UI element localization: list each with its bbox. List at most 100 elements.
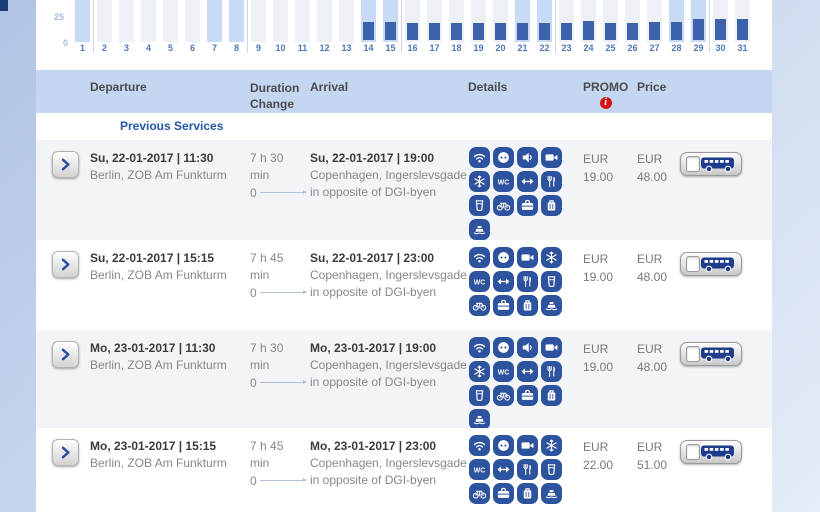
calendar-day-bar-7[interactable]: [207, 0, 222, 42]
bus-icon: [700, 156, 736, 173]
calendar-day-bar-17[interactable]: [427, 0, 442, 42]
calendar-day-bar-14[interactable]: [361, 0, 376, 42]
bicycle-icon: [469, 295, 490, 316]
expand-journey-button[interactable]: [52, 341, 79, 368]
calendar-day-bar-23[interactable]: [559, 0, 574, 42]
calendar-day-bar-3[interactable]: [119, 0, 134, 42]
chevron-right-icon: [53, 445, 78, 460]
calendar-day-bar-8[interactable]: [229, 0, 244, 42]
day-tick-label-8: 8: [233, 43, 239, 53]
arrival-station-line1: Copenhagen, Ingerslevsgade: [310, 268, 467, 282]
expand-journey-button[interactable]: [52, 439, 79, 466]
arrival-station-line1: Copenhagen, Ingerslevsgade: [310, 358, 467, 372]
day-tick-label-28: 28: [671, 43, 682, 53]
price-bar-24: [583, 21, 594, 40]
chevron-right-icon: [53, 347, 78, 362]
select-journey-button[interactable]: [680, 440, 742, 464]
promo-price-cell: EUR 19.00: [583, 250, 633, 286]
price-bar-30: [715, 19, 726, 40]
air-conditioning-icon: [469, 171, 490, 192]
power-socket-icon: [493, 435, 514, 456]
column-header-departure: Departure: [90, 80, 147, 94]
day-tick-label-7: 7: [211, 43, 217, 53]
promo-price-cell: EUR 19.00: [583, 150, 633, 186]
price-bar-29: [693, 19, 704, 40]
calendar-day-bar-31[interactable]: [735, 0, 750, 42]
expand-journey-button[interactable]: [52, 151, 79, 178]
arrival-datetime: Mo, 23-01-2017 | 19:00: [310, 341, 437, 355]
arrival-station-line2: in opposite of DGI-byen: [310, 185, 437, 199]
changes-value: 0: [250, 186, 257, 200]
amenities-grid: WC: [469, 435, 562, 504]
briefcase-icon: [493, 483, 514, 504]
calendar-day-bar-20[interactable]: [493, 0, 508, 42]
duration-value: 7 h 45 min: [250, 251, 284, 282]
calendar-day-bar-25[interactable]: [603, 0, 618, 42]
calendar-day-bar-28[interactable]: [669, 0, 684, 42]
calendar-day-bar-6[interactable]: [185, 0, 200, 42]
day-tick-label-12: 12: [319, 43, 330, 53]
food-icon: [541, 361, 562, 382]
select-journey-button[interactable]: [680, 342, 742, 366]
column-header-promo: PROMO i: [583, 80, 628, 109]
bus-icon: [700, 256, 736, 273]
seat-spacing-icon: [517, 171, 538, 192]
calendar-day-bar-5[interactable]: [163, 0, 178, 42]
air-conditioning-icon: [541, 247, 562, 268]
day-tick-label-5: 5: [167, 43, 173, 53]
calendar-day-bar-9[interactable]: [251, 0, 266, 42]
drinks-icon: [469, 385, 490, 406]
calendar-day-bar-30[interactable]: [713, 0, 728, 42]
column-header-duration-change: Duration Change: [250, 80, 299, 112]
promo-info-icon[interactable]: i: [599, 97, 612, 109]
day-tick-label-21: 21: [517, 43, 528, 53]
calendar-day-bar-22[interactable]: [537, 0, 552, 42]
calendar-day-bar-1[interactable]: [75, 0, 90, 42]
journey-row: Su, 22-01-2017 | 11:30 Berlin, ZOB Am Fu…: [36, 140, 772, 240]
wc-icon: WC: [493, 171, 514, 192]
promo-label: PROMO: [583, 80, 629, 94]
ferry-icon: [541, 295, 562, 316]
calendar-day-bar-13[interactable]: [339, 0, 354, 42]
day-tick-label-14: 14: [363, 43, 374, 53]
results-table-header: Departure Duration Change Arrival Detail…: [36, 70, 772, 113]
change-arrow-line: [260, 190, 307, 194]
air-conditioning-icon: [541, 435, 562, 456]
calendar-day-bar-11[interactable]: [295, 0, 310, 42]
amenities-grid: WC: [469, 337, 562, 430]
price-cell: EUR 51.00: [637, 438, 687, 474]
select-journey-button[interactable]: [680, 252, 742, 276]
day-tick-label-27: 27: [649, 43, 660, 53]
select-checkbox[interactable]: [686, 156, 700, 172]
calendar-day-bar-16[interactable]: [405, 0, 420, 42]
calendar-day-bar-4[interactable]: [141, 0, 156, 42]
wifi-icon: [469, 435, 490, 456]
day-tick-label-11: 11: [297, 43, 308, 53]
select-checkbox[interactable]: [686, 256, 700, 272]
arrival-datetime: Mo, 23-01-2017 | 23:00: [310, 439, 437, 453]
promo-price-cell: EUR 22.00: [583, 438, 633, 474]
calendar-day-bar-18[interactable]: [449, 0, 464, 42]
calendar-day-bar-12[interactable]: [317, 0, 332, 42]
food-icon: [517, 271, 538, 292]
calendar-day-bar-24[interactable]: [581, 0, 596, 42]
select-journey-button[interactable]: [680, 152, 742, 176]
calendar-day-bar-27[interactable]: [647, 0, 662, 42]
calendar-day-bar-29[interactable]: [691, 0, 706, 42]
week-separator: [93, 0, 94, 53]
calendar-day-bar-2[interactable]: [97, 0, 112, 42]
price-value: 48.00: [637, 270, 668, 284]
previous-services-link[interactable]: Previous Services: [120, 119, 224, 133]
calendar-day-bar-21[interactable]: [515, 0, 530, 42]
expand-journey-button[interactable]: [52, 251, 79, 278]
calendar-day-bar-10[interactable]: [273, 0, 288, 42]
change-arrow-line: [260, 380, 307, 384]
select-checkbox[interactable]: [686, 444, 700, 460]
calendar-day-bar-26[interactable]: [625, 0, 640, 42]
wc-icon: WC: [469, 459, 490, 480]
select-checkbox[interactable]: [686, 346, 700, 362]
calendar-day-bar-19[interactable]: [471, 0, 486, 42]
calendar-day-bar-15[interactable]: [383, 0, 398, 42]
arrival-station-line2: in opposite of DGI-byen: [310, 375, 437, 389]
